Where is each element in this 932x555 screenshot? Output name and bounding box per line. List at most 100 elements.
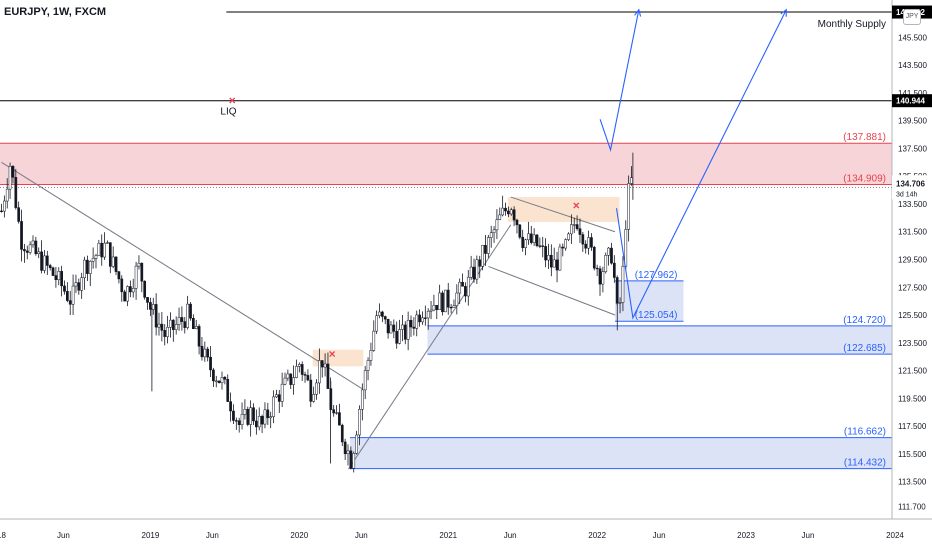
candle-body (444, 289, 447, 313)
candle-body (169, 319, 172, 328)
y-tick-label: 143.500 (898, 61, 927, 70)
candle-body (412, 326, 416, 329)
demand-zone-lower-label: (116.662) (844, 427, 886, 438)
candle-body (8, 165, 12, 190)
candle-body (524, 239, 527, 248)
candle-body (332, 409, 336, 414)
candle-body (449, 306, 453, 309)
projection-short (599, 9, 640, 152)
demand-zone-middle-label: (124.720) (843, 315, 886, 326)
candle-body (532, 234, 536, 243)
candle-body (106, 242, 109, 244)
mitigated-zone-2021 (507, 197, 620, 223)
candle-body (549, 254, 553, 268)
candle-body (197, 326, 201, 347)
candle-body (240, 414, 244, 425)
liq-level-axis-badge-bg (892, 94, 932, 108)
candle-body (63, 285, 66, 292)
cross-2021: × (573, 198, 580, 212)
candle-body (114, 256, 118, 272)
candle-body (143, 280, 147, 298)
cross-2020: × (329, 347, 336, 361)
candle-body (97, 242, 101, 256)
y-tick-label: 137.500 (898, 144, 927, 153)
candle-body (595, 267, 599, 270)
liq-cross: × (229, 94, 236, 108)
y-tick-label: 113.500 (898, 478, 927, 487)
demand-zone-upper-label: (127.962) (635, 270, 678, 281)
candle-body (263, 409, 267, 425)
candle-body (343, 441, 347, 455)
candle-body (117, 271, 121, 280)
candle-body (604, 255, 608, 273)
liq-level-label: LIQ (220, 107, 236, 118)
candle-body (94, 255, 98, 259)
candle-body (429, 309, 433, 312)
x-tick-label: 2024 (886, 531, 904, 540)
candle-body (91, 258, 95, 262)
candle-body (57, 271, 61, 280)
candle-body (335, 412, 338, 414)
candle-body (360, 389, 364, 410)
demand-zone-middle (427, 325, 892, 355)
candle-body (171, 319, 175, 330)
candle-body (146, 297, 149, 303)
candle-body (627, 183, 630, 230)
candle-body (272, 396, 275, 417)
demand-zone-upper (615, 280, 684, 322)
candle-body (561, 246, 565, 249)
supply-zone-label: (137.881) (843, 132, 886, 143)
candle-body (547, 254, 550, 261)
candle-body (80, 277, 84, 291)
x-axis-panel (0, 519, 932, 550)
candle-body (452, 305, 456, 308)
x-tick-label: 2021 (439, 531, 457, 540)
candle-body (249, 407, 252, 425)
candle-body (31, 240, 35, 246)
candle-body (11, 165, 15, 178)
candle-body (243, 409, 247, 415)
candle-body (438, 292, 441, 310)
candle-body (289, 373, 293, 385)
y-tick-label: 141.500 (898, 89, 927, 98)
candle-body (203, 348, 207, 358)
candle-body (389, 324, 393, 334)
candle-body (515, 219, 519, 226)
candle-body (77, 282, 81, 291)
candle-body (466, 277, 470, 297)
y-tick-label: 119.500 (898, 394, 927, 403)
candle-body (303, 374, 307, 376)
candle-body (590, 237, 593, 248)
x-tick-label: 2020 (290, 531, 308, 540)
y-tick-label: 125.500 (898, 311, 927, 320)
y-tick-label: 115.500 (898, 450, 927, 459)
y-tick-label: 133.500 (898, 200, 927, 209)
candle-body (180, 317, 184, 322)
candle-body (366, 360, 370, 371)
candle-body (578, 228, 582, 235)
candle-body (492, 229, 496, 234)
candle-body (71, 285, 75, 305)
candle-body (300, 364, 304, 375)
candle-body (386, 318, 390, 334)
candle-body (83, 259, 86, 279)
wedge-lower (488, 265, 616, 316)
candle-body (601, 271, 605, 285)
candle-body (68, 300, 72, 305)
y-tick-label: 129.500 (898, 256, 927, 265)
candle-body (100, 242, 104, 258)
y-tick-label: 123.500 (898, 339, 927, 348)
candle-body (177, 317, 181, 325)
candle-body (286, 373, 290, 379)
candle-body (432, 304, 436, 311)
currency-badge[interactable]: JPY (903, 9, 921, 25)
candle-body (509, 209, 513, 215)
x-tick-label: 2022 (588, 531, 606, 540)
candle-body (200, 345, 204, 358)
candle-body (277, 394, 281, 402)
candle-body (401, 324, 404, 330)
demand-zone-lower (349, 437, 892, 469)
candle-body (54, 275, 58, 280)
